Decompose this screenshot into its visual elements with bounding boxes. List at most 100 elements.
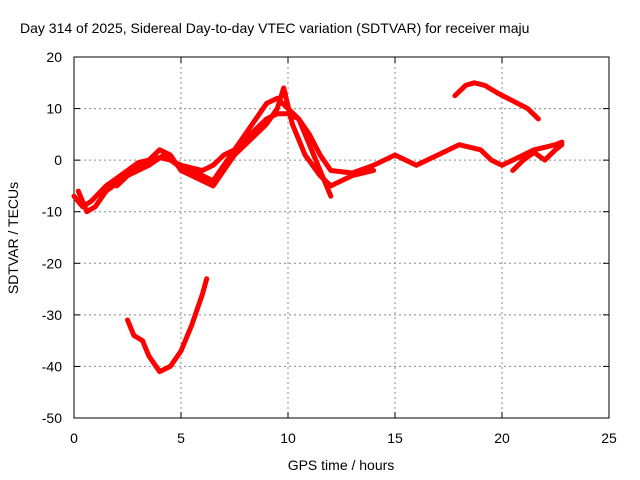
data-point [211, 163, 216, 168]
data-point [393, 153, 397, 157]
data-point [221, 153, 226, 157]
y-tick-labels: -50 -40 -30 -20 -10 0 10 20 [42, 49, 62, 426]
data-point [463, 83, 468, 88]
data-point [264, 101, 269, 106]
y-tick-label: -50 [42, 410, 62, 426]
plot-area [73, 56, 610, 419]
data-point [200, 292, 205, 297]
x-tick-label: 15 [387, 430, 403, 446]
data-point [489, 158, 494, 163]
data-point [495, 91, 500, 96]
y-tick-label: -40 [42, 358, 62, 374]
data-point [559, 142, 564, 147]
data-point [89, 199, 94, 204]
y-tick-label: 10 [46, 101, 62, 117]
data-point [371, 163, 376, 168]
x-tick-label: 25 [601, 430, 617, 446]
x-tick-label: 10 [280, 430, 296, 446]
data-point [200, 168, 205, 173]
series-line-satellite-track-3 [114, 85, 377, 189]
x-axis-label: GPS time / hours [288, 457, 395, 473]
data-point [339, 178, 344, 183]
series-line-satellite-track-5 [452, 80, 541, 122]
data-point [211, 183, 216, 188]
data-point [146, 163, 151, 168]
data-point [553, 142, 558, 147]
y-tick-label: -10 [42, 204, 62, 220]
data-point [303, 153, 308, 157]
y-axis-label: SDTVAR / TECUs [5, 182, 21, 294]
data-point [204, 276, 209, 281]
data-point [84, 209, 89, 214]
y-tick-label: -20 [42, 255, 62, 271]
data-point [157, 147, 162, 152]
data-point [146, 354, 151, 359]
data-point [542, 158, 547, 163]
y-tick-label: 20 [46, 49, 62, 65]
data-point [136, 163, 141, 168]
x-tick-labels: 0 5 10 15 20 25 [70, 430, 617, 446]
series-line-satellite-track-4 [125, 276, 210, 375]
data-point [125, 173, 130, 178]
y-tick-label: -30 [42, 307, 62, 323]
data-point [221, 168, 226, 173]
data-point [307, 132, 312, 137]
data-point [435, 153, 440, 157]
data-point [457, 142, 462, 147]
data-point [510, 98, 515, 103]
data-point [76, 189, 81, 194]
data-point [536, 116, 541, 121]
data-point [350, 173, 355, 178]
x-tick-label: 0 [70, 430, 78, 446]
data-point [296, 116, 301, 121]
data-point [104, 189, 109, 194]
data-point [93, 204, 98, 209]
data-point [521, 158, 526, 163]
data-series [71, 80, 565, 375]
data-point [72, 194, 76, 199]
data-point [200, 178, 205, 183]
axis-ticks [73, 56, 610, 419]
data-point [189, 323, 194, 328]
data-point [179, 349, 183, 353]
chart-title: Day 314 of 2025, Sidereal Day-to-day VTE… [20, 20, 529, 36]
data-point [542, 145, 547, 150]
data-point [281, 85, 286, 90]
x-tick-label: 20 [494, 430, 510, 446]
data-point [328, 194, 333, 199]
data-point [125, 318, 130, 322]
data-point [232, 153, 237, 157]
data-point [318, 173, 323, 178]
data-point [521, 153, 526, 157]
data-point [318, 153, 323, 157]
data-point [253, 116, 258, 121]
data-point [253, 132, 258, 137]
data-point [510, 168, 515, 173]
data-point [328, 183, 333, 188]
data-point [146, 158, 151, 163]
data-point [104, 183, 109, 188]
data-point [157, 369, 162, 374]
data-point [131, 333, 136, 338]
data-point [525, 106, 530, 111]
data-point [189, 168, 194, 173]
data-point [414, 163, 419, 168]
data-point [243, 142, 248, 147]
x-tick-label: 5 [177, 430, 185, 446]
data-point [371, 168, 376, 173]
data-point [307, 142, 312, 147]
data-point [328, 168, 333, 173]
data-point [482, 83, 487, 88]
data-point [200, 173, 205, 178]
data-point [114, 183, 119, 188]
data-point [472, 80, 477, 85]
data-point [179, 168, 183, 173]
data-point [243, 132, 248, 137]
data-point [553, 147, 558, 152]
data-point [168, 364, 173, 369]
data-point [290, 122, 295, 126]
y-tick-label: 0 [54, 152, 62, 168]
data-point [452, 93, 457, 98]
data-point [168, 153, 173, 157]
